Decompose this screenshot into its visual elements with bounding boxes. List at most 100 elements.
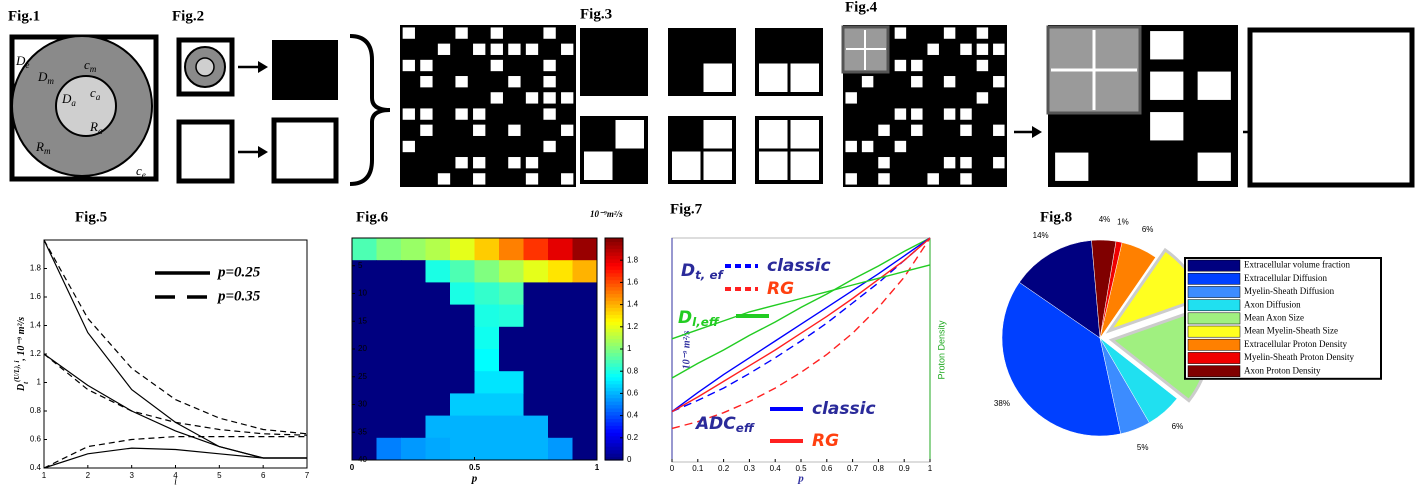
legend-group-label: ADCeff bbox=[694, 414, 755, 435]
white-cell bbox=[561, 173, 573, 184]
white-cell bbox=[508, 157, 520, 168]
white-cell bbox=[455, 108, 467, 119]
colorbar-step bbox=[605, 328, 623, 332]
heat-cell bbox=[401, 238, 426, 261]
heat-cell bbox=[499, 238, 524, 261]
black-cell bbox=[272, 40, 338, 100]
colorbar-step bbox=[605, 384, 623, 388]
heat-cell bbox=[499, 282, 524, 305]
white-cell bbox=[895, 27, 906, 38]
quadrant bbox=[670, 150, 702, 182]
quadrant bbox=[614, 62, 646, 94]
heat-cell bbox=[499, 416, 524, 439]
heat-cell bbox=[450, 238, 475, 261]
subscript: e bbox=[25, 60, 29, 70]
heat-cell bbox=[573, 349, 598, 372]
y-tick-label: 1.6 bbox=[30, 292, 42, 301]
heat-cell bbox=[524, 438, 549, 461]
colorbar-step bbox=[605, 418, 623, 422]
heat-cell bbox=[573, 416, 598, 439]
quadrant bbox=[614, 150, 646, 182]
legend-label: Extracellular Proton Density bbox=[1244, 339, 1347, 349]
legend-group-label: Dt, ef bbox=[681, 261, 725, 282]
heat-cell bbox=[573, 260, 598, 283]
heat-cell bbox=[450, 393, 475, 416]
legend-label: Mean Axon Size bbox=[1244, 312, 1304, 322]
white-cell bbox=[455, 157, 467, 168]
white-cell bbox=[561, 92, 573, 103]
heat-cell bbox=[573, 282, 598, 305]
heat-cell bbox=[573, 238, 598, 261]
heat-cell bbox=[573, 393, 598, 416]
white-cell bbox=[993, 125, 1004, 136]
heat-cell bbox=[401, 349, 426, 372]
white-cell bbox=[960, 125, 971, 136]
symbol: D bbox=[678, 308, 692, 328]
heat-cell bbox=[426, 327, 451, 350]
white-cell bbox=[508, 76, 520, 87]
white-cell bbox=[993, 44, 1004, 55]
heat-cell bbox=[499, 393, 524, 416]
x-axis-label: i bbox=[174, 476, 177, 485]
cell-box bbox=[179, 122, 232, 181]
quadrant bbox=[757, 150, 789, 182]
white-cell bbox=[911, 60, 922, 71]
white-cell bbox=[911, 108, 922, 119]
y-tick-label: 25 bbox=[358, 372, 367, 381]
heat-cell bbox=[475, 305, 500, 328]
colorbar-step bbox=[605, 443, 623, 447]
x-tick-label: 0.6 bbox=[821, 464, 833, 473]
y-tick-label: 20 bbox=[358, 344, 367, 353]
arrow-head bbox=[258, 61, 268, 73]
legend-label: RG bbox=[767, 279, 794, 299]
x-tick-label: 0 bbox=[670, 464, 675, 473]
white-cell bbox=[420, 60, 432, 71]
colorbar-step bbox=[605, 276, 623, 280]
heat-cell bbox=[475, 327, 500, 350]
colorbar-step bbox=[605, 307, 623, 311]
white-cell bbox=[911, 76, 922, 87]
colorbar-step bbox=[605, 259, 623, 263]
heat-cell bbox=[426, 260, 451, 283]
colorbar-step bbox=[605, 450, 623, 454]
heat-cell bbox=[524, 260, 549, 283]
heat-cell bbox=[548, 305, 573, 328]
x-tick-label: 5 bbox=[217, 471, 222, 480]
line-curve bbox=[44, 354, 307, 458]
y-tick-label: 0.8 bbox=[30, 406, 42, 415]
axon-circle bbox=[56, 76, 116, 136]
white-cell bbox=[420, 108, 432, 119]
legend-swatch bbox=[1188, 326, 1240, 337]
white-cell bbox=[845, 141, 856, 152]
colorbar-tick-label: 1.6 bbox=[627, 278, 639, 287]
white-cell bbox=[274, 120, 336, 181]
white-cell bbox=[960, 108, 971, 119]
legend-swatch bbox=[1188, 352, 1240, 363]
colorbar-step bbox=[605, 262, 623, 266]
white-cell bbox=[927, 44, 938, 55]
x-tick-label: 1 bbox=[42, 471, 47, 480]
heat-cell bbox=[450, 371, 475, 394]
white-cell bbox=[862, 76, 873, 87]
quadrant bbox=[614, 118, 646, 150]
quadrant bbox=[670, 118, 702, 150]
x-tick-label: 6 bbox=[261, 471, 266, 480]
symbol: R bbox=[35, 139, 44, 154]
legend-swatch bbox=[1188, 286, 1240, 297]
heat-cell bbox=[475, 438, 500, 461]
white-cell bbox=[977, 44, 988, 55]
legend-label: Mean Myelin-Sheath Size bbox=[1244, 326, 1338, 336]
colorbar-step bbox=[605, 363, 623, 367]
heat-cell bbox=[377, 260, 402, 283]
x-tick-label: 2 bbox=[86, 471, 91, 480]
white-cell bbox=[473, 157, 485, 168]
heat-cell bbox=[548, 438, 573, 461]
white-cell bbox=[543, 27, 555, 38]
chart-title: Fig.8 bbox=[1040, 209, 1072, 225]
white-cell bbox=[977, 27, 988, 38]
heat-cell bbox=[475, 349, 500, 372]
heat-cell bbox=[475, 282, 500, 305]
unit: , 10⁻⁹ m²/s bbox=[16, 317, 27, 362]
white-cell bbox=[473, 108, 485, 119]
black-grid bbox=[400, 25, 576, 187]
